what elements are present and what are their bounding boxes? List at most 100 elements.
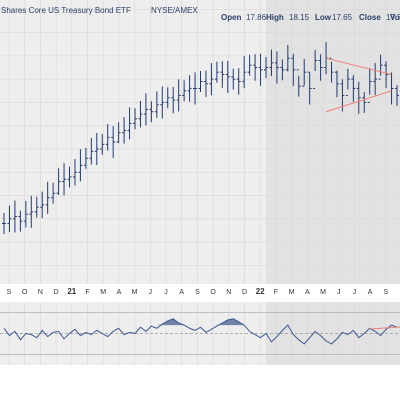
price-bar: [143, 93, 148, 126]
price-bar: [203, 70, 208, 98]
price-bar: [133, 108, 137, 130]
x-tick-label: M: [320, 289, 326, 296]
price-bar: [111, 125, 116, 159]
price-bar: [318, 54, 323, 81]
price-bar: [105, 124, 110, 151]
price-bar: [182, 80, 187, 102]
price-bar: [395, 84, 399, 106]
x-tick-label: J: [353, 289, 357, 296]
price-bar: [51, 182, 56, 204]
x-tick-label: S: [195, 289, 200, 296]
ohlc-volume-label: Volu: [390, 13, 400, 22]
price-bar: [356, 81, 361, 114]
price-bar: [280, 59, 285, 81]
x-axis: S O N D 21 F M A M J J A S O N D 22 F M A M J J A S: [7, 287, 389, 296]
price-bar: [269, 49, 274, 77]
exchange-label: NYSE/AMEX: [151, 6, 198, 15]
price-bar: [334, 70, 339, 98]
price-bar: [7, 205, 12, 233]
price-bar: [165, 87, 170, 109]
price-bar: [67, 166, 72, 188]
ohlc-open-label: Open: [221, 13, 242, 22]
price-bar: [78, 149, 83, 182]
price-bar: [225, 60, 230, 93]
x-tick-label: A: [368, 289, 373, 296]
price-bar: [40, 191, 45, 219]
ohlc-open-value: 17.86: [246, 13, 267, 22]
x-tick-label: J: [164, 289, 168, 296]
price-bar: [187, 75, 192, 102]
price-bar: [45, 181, 50, 214]
x-tick-label: A: [305, 289, 310, 296]
price-panel-2022-shade: [266, 0, 400, 284]
x-tick-label: F: [274, 289, 278, 296]
price-bar: [384, 61, 389, 88]
price-bar: [220, 61, 225, 88]
price-bar: [23, 200, 28, 228]
price-bar: [160, 86, 165, 119]
price-bar: [138, 100, 143, 128]
price-bar: [154, 91, 159, 119]
x-tick-label: M: [132, 289, 138, 296]
price-bar: [94, 132, 99, 166]
price-bar: [313, 50, 318, 89]
price-bar: [258, 53, 263, 86]
price-bar: [83, 147, 88, 169]
x-tick-label: S: [383, 289, 388, 296]
price-bar: [351, 75, 356, 102]
x-tick-label: F: [85, 289, 89, 296]
price-bar: [247, 54, 252, 76]
chart-title: Shares Core US Treasury Bond ETF: [1, 6, 131, 15]
price-bar: [176, 79, 181, 112]
x-tick-label: D: [54, 289, 59, 296]
x-tick-label: M: [289, 289, 295, 296]
price-bar: [171, 86, 176, 114]
x-tick-label: M: [100, 289, 106, 296]
x-tick-label: O: [22, 289, 28, 296]
trendline-upper: [325, 57, 392, 75]
price-bar: [89, 138, 94, 165]
price-bar: [214, 61, 219, 83]
price-bar: [209, 63, 214, 96]
x-tick-label: A: [117, 289, 122, 296]
price-bar: [149, 101, 154, 123]
price-bar: [193, 72, 198, 105]
price-bar: [116, 122, 121, 144]
price-bar: [236, 68, 241, 95]
price-bar: [285, 44, 290, 72]
price-bar: [329, 57, 334, 83]
x-tick-label: J: [337, 289, 341, 296]
price-bar: [12, 200, 17, 233]
price-bar: [274, 51, 279, 84]
x-axis-band: [0, 284, 400, 298]
price-series: [2, 42, 399, 234]
indicator-series: [3, 318, 400, 345]
trendline-lower: [325, 90, 392, 113]
x-tick-label: N: [38, 289, 43, 296]
price-bar: [62, 163, 67, 196]
price-bar: [198, 71, 203, 92]
price-bar: [29, 195, 34, 228]
price-bar: [56, 168, 61, 195]
trendlines: [325, 57, 392, 113]
price-bar: [302, 58, 307, 87]
price-bar: [127, 107, 132, 140]
price-bar: [264, 57, 268, 78]
price-bar: [2, 213, 6, 234]
ohlc-high-label: High: [266, 13, 284, 22]
ohlc-close-value: 17.78: [386, 13, 400, 22]
price-bar: [242, 56, 247, 89]
price-bar: [231, 68, 236, 90]
x-tick-label: S: [7, 289, 12, 296]
price-bar: [367, 68, 372, 103]
x-tick-label: 21: [67, 287, 76, 296]
ohlc-high-value: 18.15: [289, 13, 310, 22]
price-bar: [122, 117, 127, 144]
price-bar: [72, 158, 77, 186]
price-bar: [362, 91, 367, 113]
price-bar: [34, 196, 39, 218]
price-bar: [345, 68, 350, 96]
ohlc-low-value: 17.65: [332, 13, 353, 22]
